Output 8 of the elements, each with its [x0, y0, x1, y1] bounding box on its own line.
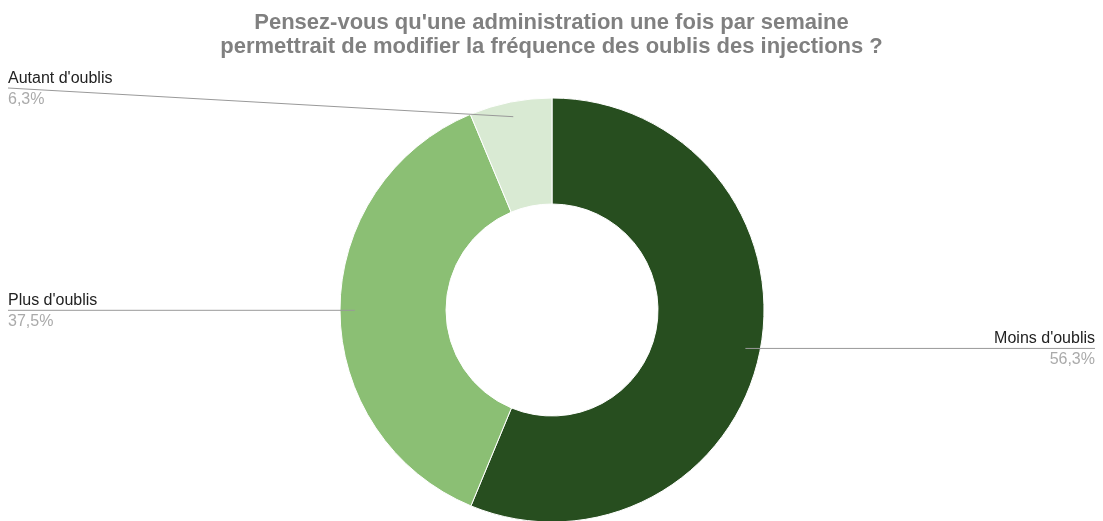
data-label: 56,3% — [1049, 350, 1095, 368]
text: Pensez-vous qu'une administration une fois par semaine — [254, 9, 849, 34]
data-label: 37,5% — [8, 312, 54, 330]
slice-label: Moins d'oublis — [994, 329, 1095, 347]
text: permettrait de modifier la fréquence des oublis des injections ? — [220, 33, 883, 58]
slice-label: Autant d'oublis — [8, 69, 113, 86]
data-label: 6,3% — [8, 90, 45, 107]
slice-label: Plus d'oublis — [8, 291, 98, 309]
